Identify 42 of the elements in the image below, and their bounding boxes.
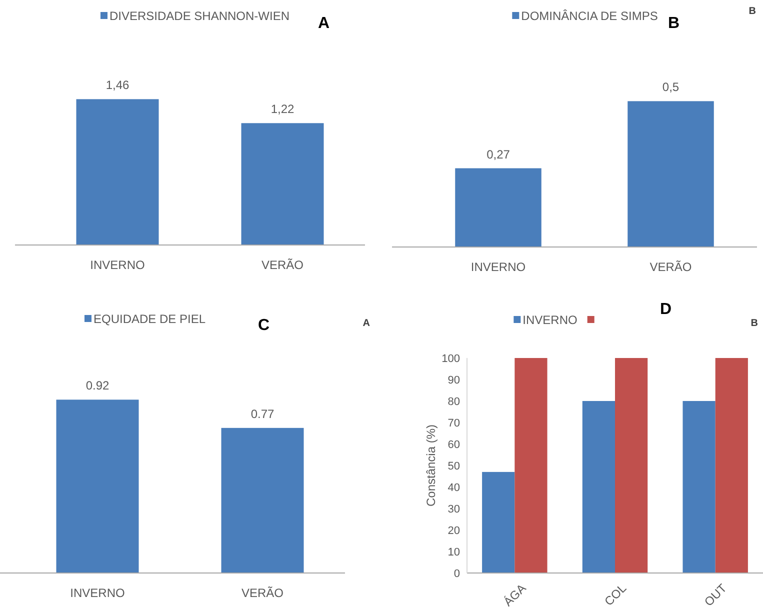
x-tick-label: INVERNO	[70, 586, 125, 600]
legend-label: DOMINÂNCIA DE SIMPS	[521, 9, 658, 23]
x-tick-label: INVERNO	[90, 258, 145, 272]
data-label: 0,27	[486, 147, 510, 162]
legend-label: DIVERSIDADE SHANNON-WIEN	[109, 9, 290, 23]
bar	[482, 472, 515, 573]
chart-title: C	[258, 317, 270, 334]
bar	[715, 358, 748, 573]
x-tick-label: INVERNO	[470, 260, 526, 274]
chart-title: B	[668, 15, 680, 32]
x-tick-label: VERÃO	[261, 258, 304, 272]
y-tick-label: 10	[448, 546, 460, 558]
chart-title: A	[318, 15, 330, 32]
bar	[615, 358, 648, 573]
y-tick-label: 40	[448, 482, 460, 494]
bar	[514, 358, 548, 573]
bar	[582, 401, 615, 573]
data-label: 0,5	[662, 80, 680, 94]
x-tick-label: VERÃO	[650, 260, 692, 274]
data-label: 1,46	[106, 78, 130, 92]
y-tick-label: 80	[448, 396, 460, 408]
x-tick-label: VERÃO	[241, 586, 284, 600]
legend-label: EQUIDADE DE PIEL	[93, 312, 206, 326]
y-tick-label: 0	[454, 568, 460, 580]
chart-title: D	[660, 301, 672, 318]
y-tick-label: 60	[448, 438, 460, 451]
y-tick-label: 20	[448, 524, 460, 537]
y-tick-label: 30	[448, 503, 460, 516]
data-label: 0.92	[86, 378, 110, 393]
y-tick-label: 50	[448, 460, 460, 472]
data-label: 0.77	[250, 406, 274, 421]
bar	[682, 401, 716, 573]
y-tick-label: 100	[442, 352, 460, 365]
legend-label: INVERNO	[522, 313, 578, 327]
y-tick-label: 90	[448, 374, 460, 386]
x-tick-label: COL	[602, 580, 630, 609]
text: A	[362, 318, 370, 329]
y-axis-title: Constância (%)	[424, 424, 438, 507]
data-label: 1,22	[270, 102, 294, 116]
text: B	[750, 318, 758, 329]
y-tick-label: 70	[448, 417, 460, 430]
text: B	[748, 6, 756, 17]
